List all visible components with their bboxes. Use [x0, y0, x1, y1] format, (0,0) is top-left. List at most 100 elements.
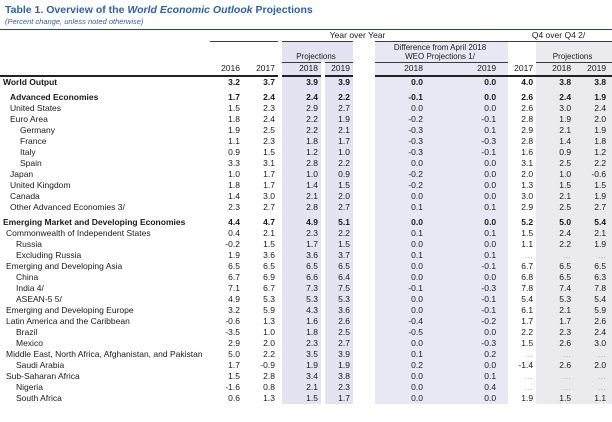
cell-value: 6.5 — [536, 261, 575, 272]
cell-value: 6.5 — [321, 261, 366, 272]
cell-value: 1.9 — [278, 360, 325, 371]
column-group-year-over-year: Year over Year — [210, 30, 509, 42]
cell-value: 0.0 — [426, 191, 509, 202]
cell-value: 1.7 — [228, 360, 240, 370]
year-col-2017-q4: 2017 — [508, 62, 537, 77]
table-row: Euro Area 1.8 2.4 2.2 1.9 -0.2 -0.1 2.8 1.9 2.0 — [0, 114, 612, 125]
cell-value: 1.5 — [521, 338, 534, 348]
table-row: Germany 1.9 2.5 2.2 2.1 -0.3 0.1 2.9 2.1 1.9 — [0, 125, 612, 136]
cell-value: 2.5 — [536, 202, 575, 213]
cell-value: 3.0 — [521, 191, 534, 201]
cell-value: 2.9 — [228, 338, 240, 348]
year-col-2019-q4: 2019 — [574, 62, 612, 77]
table-row: Middle East, North Africa, Afghanistan, … — [0, 349, 612, 360]
cell-value: 7.8 — [574, 283, 612, 294]
header-spacer — [0, 62, 210, 77]
table-title-prefix: Table 1. Overview of the — [5, 4, 128, 16]
table-row: Mexico 2.9 2.0 2.3 2.7 0.0 -0.3 1.5 2.6 3.0 — [0, 338, 612, 349]
cell-value: 0.0 — [353, 371, 426, 382]
cell-value: 1.3 — [263, 393, 275, 403]
cell-value: 2.2 — [263, 349, 275, 359]
year-col-2016: 2016 — [210, 62, 243, 77]
table-row: Brazil -3.5 1.0 1.8 2.5 -0.5 0.0 2.2 2.3 2.4 — [0, 327, 612, 338]
cell-value: 2.3 — [263, 136, 275, 146]
row-label: Advanced Economies — [10, 92, 99, 102]
cell-value: -0.3 — [426, 283, 509, 294]
cell-value: 3.0 — [536, 103, 575, 114]
cell-value: 0.0 — [426, 393, 509, 404]
cell-value: 2.4 — [263, 92, 275, 102]
cell-value: 2.1 — [536, 125, 575, 136]
cell-value: 0.0 — [426, 327, 509, 338]
cell-value: 6.5 — [228, 261, 240, 271]
cell-value: 0.0 — [426, 239, 509, 250]
cell-value: 0.2 — [353, 360, 426, 371]
cell-value: 1.0 — [536, 169, 575, 180]
cell-value: 2.2 — [278, 114, 325, 125]
cell-value: 0.6 — [228, 393, 240, 403]
cell-value: 2.1 — [321, 125, 366, 136]
cell-value: -0.2 — [426, 316, 509, 327]
cell-value: 5.3 — [536, 294, 575, 305]
cell-value: 1.0 — [278, 169, 325, 180]
cell-value: 2.1 — [536, 305, 575, 316]
cell-value: 4.7 — [263, 217, 275, 227]
cell-value: 2.1 — [536, 191, 575, 202]
cell-value: … — [536, 349, 575, 360]
header-subgroup-row: Projections Difference from April 2018 W… — [0, 41, 612, 63]
table-row: Saudi Arabia 1.7 -0.9 1.9 1.9 0.2 0.0 -1.4 2.6 2.… — [0, 360, 612, 371]
cell-value: 0.1 — [353, 228, 426, 239]
cell-value: 1.9 — [321, 360, 366, 371]
row-label: Mexico — [16, 338, 43, 348]
cell-value: 2.0 — [574, 360, 612, 371]
cell-value: 2.7 — [321, 338, 366, 349]
cell-value: 1.7 — [278, 239, 325, 250]
cell-value: 7.5 — [321, 283, 366, 294]
year-col-2018-proj: 2018 — [278, 62, 325, 77]
row-label: Spain — [20, 158, 42, 168]
cell-value: 1.9 — [321, 114, 366, 125]
weo-projections-table: Year over Year Q4 over Q4 2/ Projections… — [0, 30, 612, 404]
cell-value: 2.3 — [321, 382, 366, 393]
cell-value: 2.4 — [574, 103, 612, 114]
cell-value: 3.0 — [574, 338, 612, 349]
cell-value: 0.1 — [426, 371, 509, 382]
year-col-2017: 2017 — [243, 62, 280, 77]
row-label: Canada — [10, 191, 40, 201]
cell-value: … — [524, 250, 534, 260]
row-label: India 4/ — [16, 283, 44, 293]
cell-value: -0.3 — [353, 147, 426, 158]
cell-value: 7.1 — [228, 283, 240, 293]
cell-value: 3.5 — [278, 349, 325, 360]
cell-value: 2.5 — [536, 158, 575, 169]
cell-value: 2.6 — [536, 338, 575, 349]
cell-value: 0.1 — [353, 202, 426, 213]
cell-value: 6.5 — [536, 272, 575, 283]
cell-value: 5.3 — [263, 294, 275, 304]
row-label: France — [20, 136, 47, 146]
header-group-row: Year over Year Q4 over Q4 2/ — [0, 30, 612, 42]
cell-value: 7.4 — [536, 283, 575, 294]
cell-value: -0.1 — [426, 114, 509, 125]
cell-value: 0.1 — [426, 202, 509, 213]
cell-value: 2.2 — [321, 228, 366, 239]
cell-value: 2.2 — [536, 239, 575, 250]
table-row: South Africa 0.6 1.3 1.5 1.7 0.0 0.0 1.9 1.5 1.1 — [0, 393, 612, 404]
cell-value: 0.0 — [353, 76, 426, 88]
cell-value: 2.8 — [521, 114, 534, 124]
header-spacer — [0, 30, 210, 42]
cell-value: 1.8 — [228, 180, 240, 190]
cell-value: 0.1 — [426, 228, 509, 239]
cell-value: 0.8 — [263, 382, 275, 392]
cell-value: 0.0 — [426, 158, 509, 169]
cell-value: 2.8 — [521, 136, 534, 146]
cell-value: 1.7 — [263, 180, 275, 190]
cell-value: 5.3 — [321, 294, 366, 305]
cell-value: 0.4 — [426, 382, 509, 393]
cell-value: 2.6 — [321, 316, 366, 327]
cell-value: 1.1 — [228, 136, 240, 146]
cell-value: 1.9 — [574, 125, 612, 136]
row-label: Italy — [20, 147, 36, 157]
cell-value: -0.2 — [353, 114, 426, 125]
cell-value: 1.0 — [321, 147, 366, 158]
